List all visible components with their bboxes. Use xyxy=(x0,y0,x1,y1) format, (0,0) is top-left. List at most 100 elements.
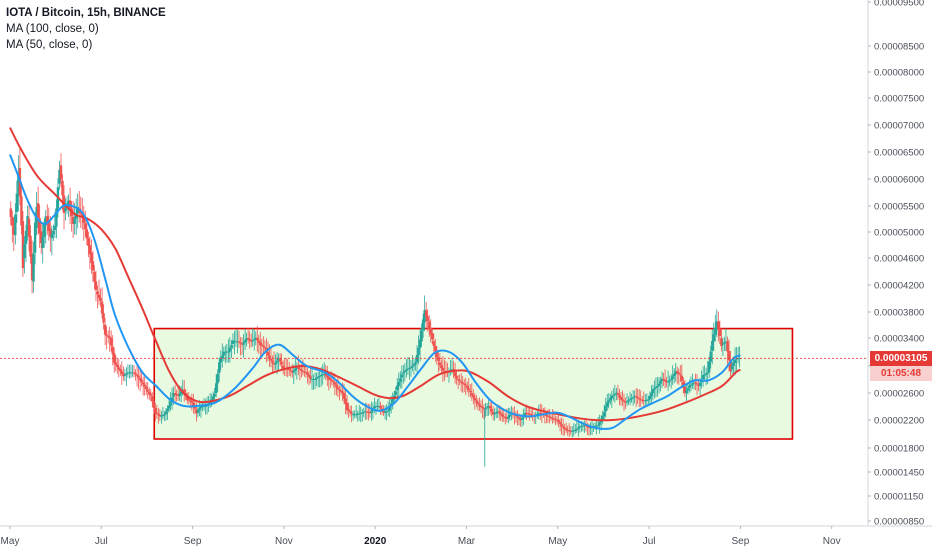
candle-body xyxy=(400,374,404,378)
candle-body xyxy=(146,389,149,392)
candle-body xyxy=(729,359,732,372)
candle-body xyxy=(377,405,381,407)
candle-body xyxy=(216,373,219,384)
candle-body xyxy=(488,405,492,409)
candle-body xyxy=(546,415,550,417)
candle-body xyxy=(26,216,29,232)
candle-body xyxy=(498,411,501,414)
candle-body xyxy=(169,401,172,406)
y-tick-label: 0.00005000 xyxy=(874,228,924,239)
candle-body xyxy=(409,367,413,369)
candle-body xyxy=(189,400,192,402)
candle-body xyxy=(245,338,248,341)
candle-body xyxy=(345,402,349,411)
candle-body xyxy=(689,384,693,386)
candle-body xyxy=(671,376,674,380)
price-axis[interactable]: 0.00000850 0.00001150 0.00001450 0.00001800… xyxy=(867,0,924,528)
candle-body xyxy=(738,357,741,359)
candle-body xyxy=(604,406,607,412)
candle-body xyxy=(405,369,408,371)
candle-body xyxy=(324,373,327,376)
candle-body xyxy=(619,396,623,400)
legend-ma100[interactable]: MA (100, close, 0) xyxy=(6,23,99,35)
candle-body xyxy=(508,414,512,417)
time-axis[interactable]: May Jul Sep Nov 2020 Mar May Jul Sep Nov xyxy=(0,525,932,547)
candle-body xyxy=(297,367,300,369)
candle-body xyxy=(49,228,52,237)
candle-body xyxy=(607,400,610,403)
candle-body xyxy=(434,346,437,352)
candle-body xyxy=(11,216,14,226)
candle-body xyxy=(391,398,394,403)
candle-body xyxy=(708,361,711,373)
candle-body xyxy=(213,393,216,397)
candle-body xyxy=(563,427,566,429)
ma100-line[interactable] xyxy=(9,127,741,422)
candle-body xyxy=(479,405,483,407)
candle-body xyxy=(117,367,120,370)
candle-body xyxy=(621,399,624,401)
candle-body xyxy=(126,372,130,374)
candle-body xyxy=(428,321,431,330)
candle-body xyxy=(440,365,443,368)
candle-body xyxy=(484,408,487,410)
candle-body xyxy=(281,365,285,369)
y-tick-label: 0.00007000 xyxy=(874,121,924,132)
candle-body xyxy=(202,405,206,407)
y-tick-label: 0.00006000 xyxy=(874,175,924,186)
candle-body xyxy=(319,374,323,376)
legend-ma50[interactable]: MA (50, close, 0) xyxy=(6,39,93,51)
candle-body xyxy=(476,402,480,404)
candle-body xyxy=(701,375,705,380)
candle-body xyxy=(318,375,321,377)
candle-body xyxy=(414,362,417,365)
candle-body xyxy=(128,372,131,374)
candle-body xyxy=(566,429,569,431)
candle-body xyxy=(39,231,43,244)
candle-body xyxy=(90,252,93,264)
candle-body xyxy=(190,401,194,403)
candle-body xyxy=(336,387,340,390)
candle-body xyxy=(134,373,137,375)
candle-body xyxy=(50,233,54,239)
candle-body xyxy=(230,345,233,348)
candle-body xyxy=(639,399,642,401)
candle-body xyxy=(20,196,23,226)
candle-body xyxy=(603,412,606,417)
candle-body xyxy=(164,411,168,415)
candle-body xyxy=(676,371,679,373)
candle-body xyxy=(36,203,40,218)
candle-body xyxy=(246,338,250,340)
candle-body xyxy=(116,364,119,368)
candle-body xyxy=(662,379,665,381)
x-tick-label: Sep xyxy=(732,536,750,547)
candle-body xyxy=(412,363,416,366)
candle-body xyxy=(711,341,714,351)
candle-body xyxy=(526,413,530,415)
candle-body xyxy=(680,375,684,382)
candle-body xyxy=(196,410,200,413)
candle-body xyxy=(551,417,554,419)
candle-body xyxy=(358,413,361,415)
candle-body xyxy=(435,351,439,358)
candle-body xyxy=(370,410,373,413)
x-tick-label: Jul xyxy=(95,536,108,547)
x-tick-label: Nov xyxy=(823,536,841,547)
candle-body xyxy=(516,416,519,418)
candle-body xyxy=(266,351,270,356)
candle-body xyxy=(554,418,557,420)
candle-body xyxy=(275,360,279,363)
y-tick-label: 0.00008000 xyxy=(874,68,924,79)
y-tick-label: 0.00002200 xyxy=(874,416,924,427)
candle-body xyxy=(91,261,95,271)
candle-body xyxy=(271,360,274,363)
ma50-line[interactable] xyxy=(9,154,741,431)
candle-body xyxy=(564,428,568,430)
candle-body xyxy=(33,222,37,253)
x-tick-label: Mar xyxy=(458,536,476,547)
legend-symbol-title[interactable]: IOTA / Bitcoin, 15h, BINANCE xyxy=(6,7,166,19)
y-tick-label: 0.00004200 xyxy=(874,281,924,292)
candle-body xyxy=(575,428,579,430)
candle-body xyxy=(268,355,271,359)
